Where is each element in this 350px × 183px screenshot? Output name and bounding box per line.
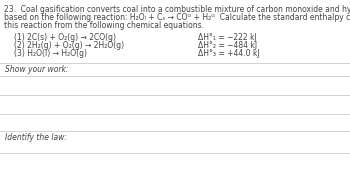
- Text: 23.  Coal gasification converts coal into a combustible mixture of carbon monoxi: 23. Coal gasification converts coal into…: [4, 5, 350, 14]
- Text: Identify the law:: Identify the law:: [5, 133, 67, 142]
- Text: ΔH°₁ = −222 kJ: ΔH°₁ = −222 kJ: [198, 33, 257, 42]
- Text: based on the following reaction: H₂Oₗ + Cₛ → COᴳ + H₂ᴳ  Calculate the standard e: based on the following reaction: H₂Oₗ + …: [4, 13, 350, 22]
- Text: (1) 2C(s) + O₂(g) → 2CO(g): (1) 2C(s) + O₂(g) → 2CO(g): [14, 33, 116, 42]
- Text: this reaction from the following chemical equations.: this reaction from the following chemica…: [4, 21, 204, 30]
- Text: Show your work:: Show your work:: [5, 65, 69, 74]
- Text: ΔH°₂ = −484 kJ: ΔH°₂ = −484 kJ: [198, 41, 257, 50]
- Text: ΔH°₃ = +44.0 kJ: ΔH°₃ = +44.0 kJ: [198, 49, 260, 58]
- Text: (2) 2H₂(g) + O₂(g) → 2H₂O(g): (2) 2H₂(g) + O₂(g) → 2H₂O(g): [14, 41, 124, 50]
- Text: (3) H₂O(l) → H₂O(g): (3) H₂O(l) → H₂O(g): [14, 49, 87, 58]
